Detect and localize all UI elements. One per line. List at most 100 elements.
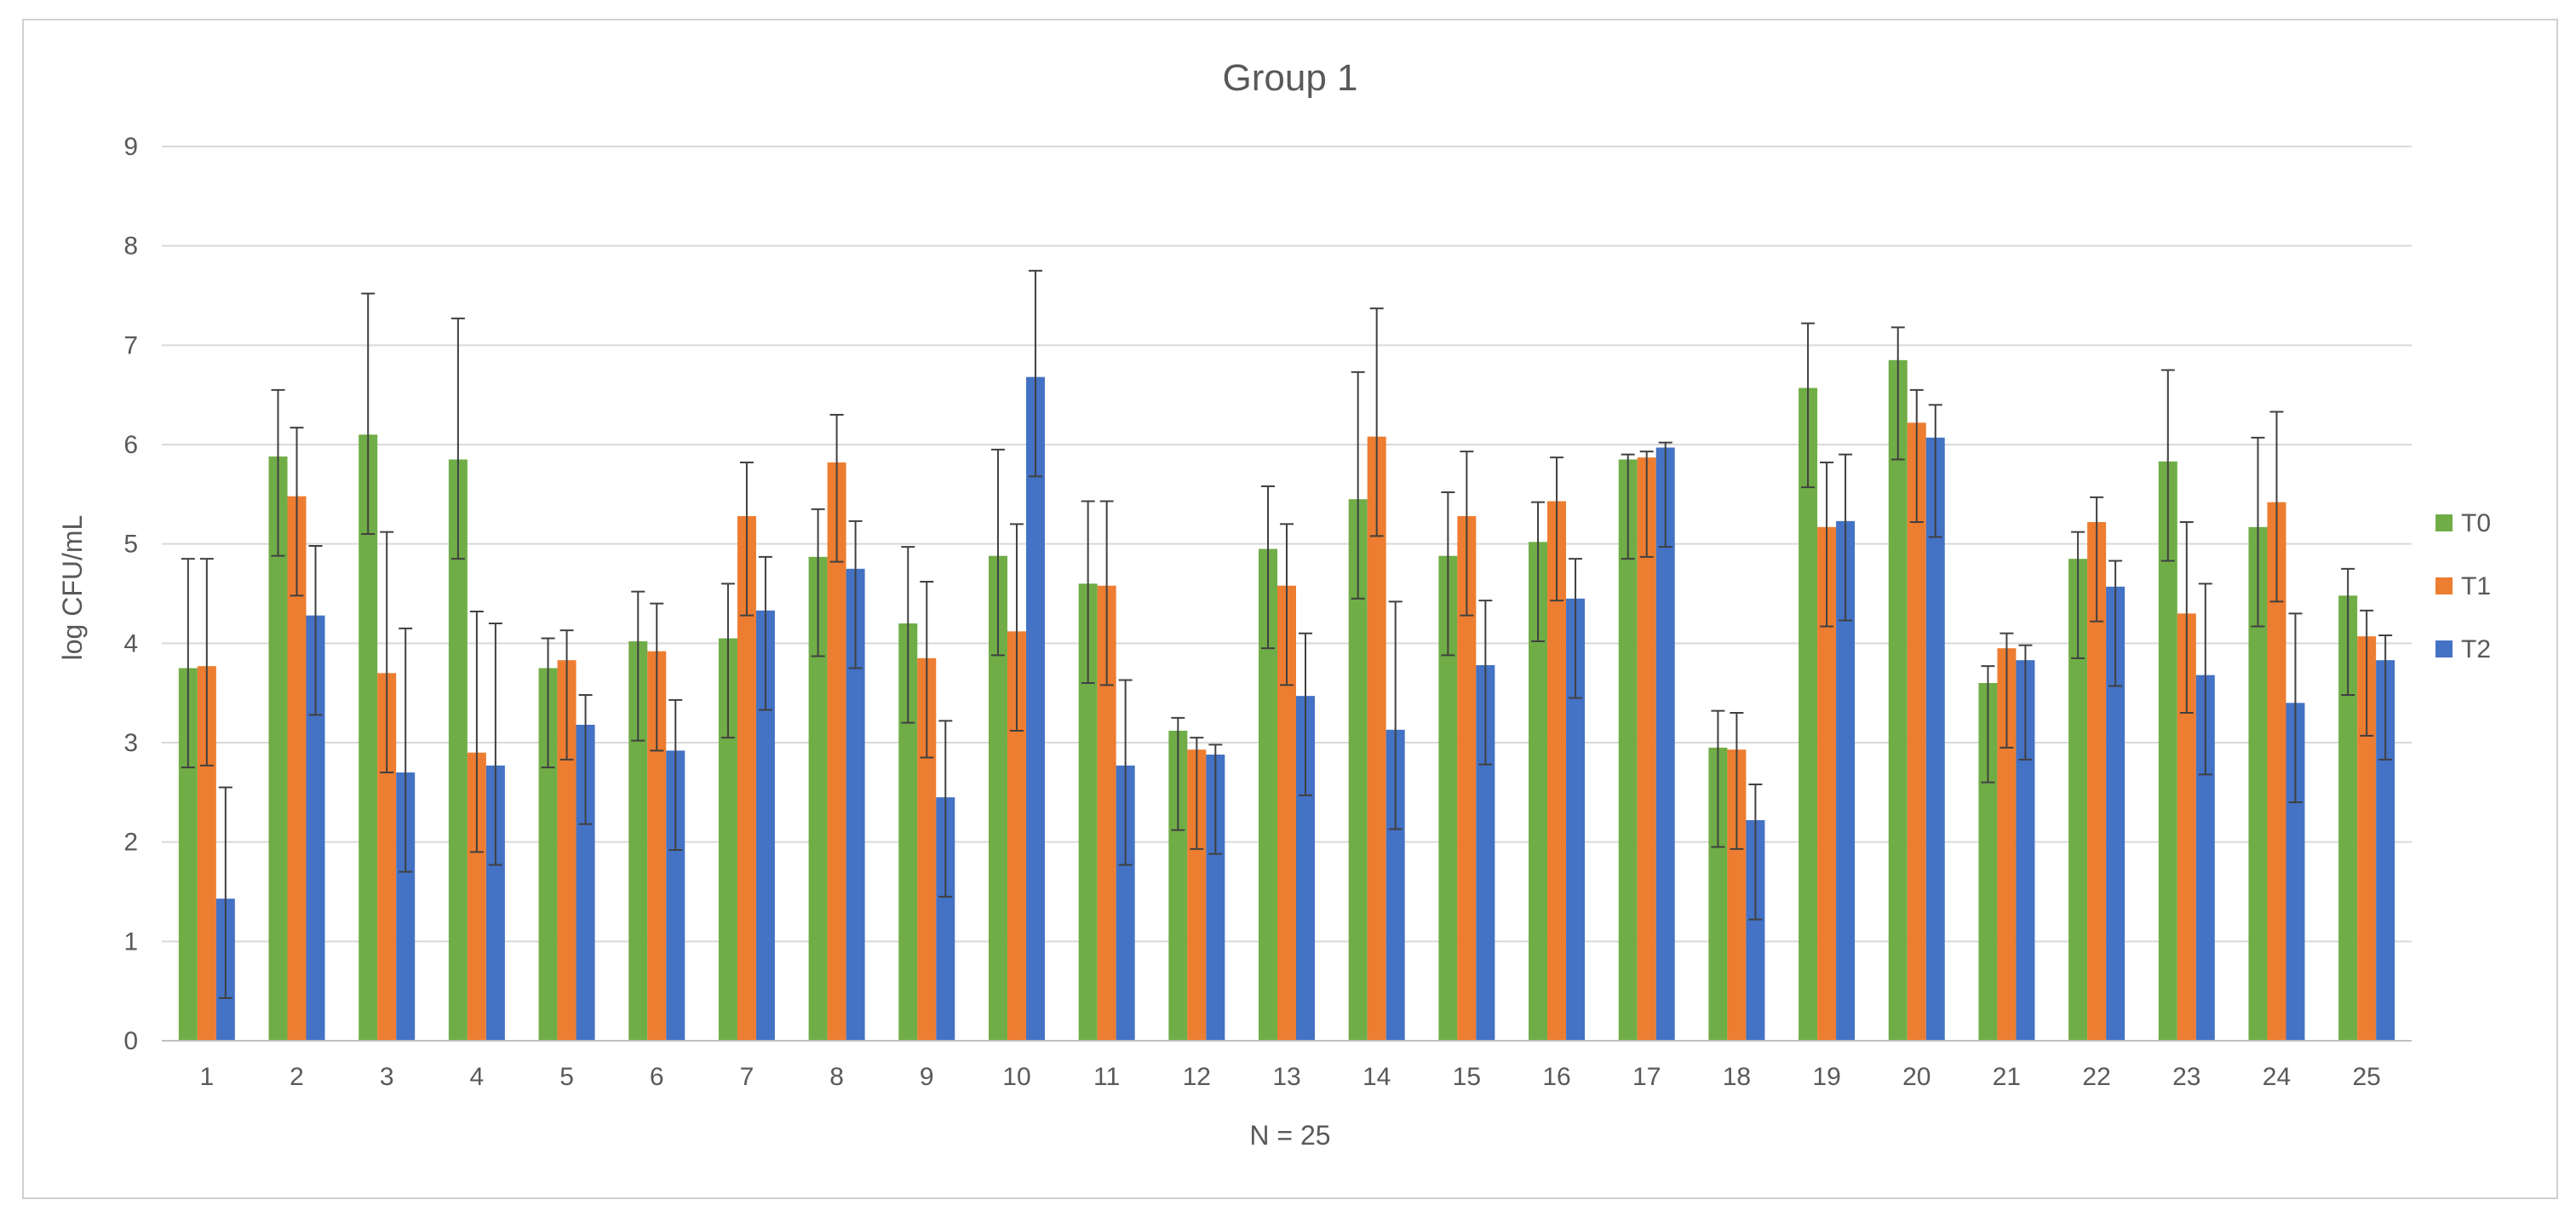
y-tick-label: 0 [123,1027,138,1055]
x-tick-label: 4 [470,1063,485,1091]
y-tick-label: 6 [123,431,138,459]
y-axis-ticks: 0 1 2 3 4 5 6 7 8 9 [123,133,138,1055]
error-bar-T2-22 [2108,560,2123,687]
y-axis-label: log CFU/mL [57,515,88,661]
bar-T0-11 [1078,583,1098,1041]
bar-T1-11 [1097,585,1116,1041]
bar-T2-21 [2016,660,2035,1041]
error-bar-T0-11 [1081,500,1095,684]
bar-T2-24 [2286,703,2305,1041]
x-tick-label: 18 [1723,1063,1751,1091]
bar-T0-12 [1168,731,1188,1041]
bar-T2-25 [2376,660,2395,1041]
x-tick-label: 15 [1453,1063,1481,1091]
bar-T1-2 [287,496,307,1041]
error-bar-T2-19 [1839,453,1853,622]
y-tick-label: 2 [123,829,138,857]
bar-T0-1 [178,668,198,1041]
bar-T0-8 [808,556,828,1041]
error-bar-T1-8 [829,414,844,563]
bar-T2-15 [1476,665,1495,1041]
error-bar-T0-9 [901,546,915,724]
error-bar-T0-6 [631,590,645,742]
bar-T1-18 [1727,749,1747,1041]
bar-T1-13 [1277,585,1296,1041]
bar-T1-16 [1547,501,1567,1041]
bar-T2-11 [1116,765,1135,1041]
x-tick-label: 14 [1363,1063,1391,1091]
y-tick-label: 5 [123,531,138,559]
x-tick-label: 9 [920,1063,934,1091]
x-tick-label: 8 [829,1063,844,1091]
bar-T2-17 [1655,447,1675,1041]
bar-T1-15 [1457,516,1477,1041]
error-bar-T1-2 [290,427,304,597]
error-bar-T1-5 [559,629,574,761]
bar-T0-25 [2338,595,2358,1041]
error-bar-T1-13 [1280,523,1294,686]
x-tick-label: 5 [559,1063,574,1091]
bar-T1-19 [1817,526,1837,1041]
error-bar-T0-21 [1981,665,1995,784]
bar-T0-14 [1348,499,1368,1041]
error-bar-T0-10 [990,448,1005,657]
error-bar-T2-14 [1388,600,1403,830]
error-bar-T2-13 [1299,632,1312,796]
error-bar-T0-15 [1441,491,1455,657]
bar-T1-6 [647,651,667,1041]
error-bar-T1-25 [2360,609,2374,737]
error-bar-T1-4 [469,611,484,853]
error-bar-T1-7 [739,462,754,617]
legend-swatch-T0 [2435,514,2453,531]
error-bar-T1-12 [1190,737,1204,850]
bars [178,359,2395,1042]
legend-swatch-T2 [2435,640,2453,657]
bar-T0-16 [1529,542,1548,1041]
error-bar-T1-10 [1009,523,1024,732]
error-bar-T1-19 [1820,462,1834,628]
error-bar-T0-3 [361,292,376,535]
y-tick-label: 7 [123,331,138,359]
error-bar-T1-6 [650,602,664,752]
bar-T2-13 [1296,696,1315,1041]
error-bar-T0-5 [541,637,555,769]
bar-T1-23 [2177,613,2196,1041]
error-bar-T0-12 [1171,716,1185,831]
bar-T2-8 [846,568,865,1041]
error-bar-T2-16 [1569,558,1583,699]
error-bar-T0-19 [1801,322,1816,489]
error-bar-T1-17 [1639,451,1654,558]
bar-T1-24 [2267,502,2286,1041]
bar-T2-18 [1746,820,1765,1041]
bar-T2-23 [2195,675,2215,1041]
error-bar-T2-21 [2018,644,2033,761]
bar-T0-3 [359,434,378,1041]
bar-T1-14 [1367,436,1386,1041]
bar-T2-3 [396,772,416,1041]
error-bar-T2-8 [848,520,863,669]
bar-T2-2 [306,615,325,1041]
error-bar-T1-21 [1999,632,2014,749]
error-bar-T2-1 [218,786,232,999]
error-bar-T0-7 [720,583,735,739]
bar-T1-12 [1187,749,1207,1041]
bar-T1-25 [2357,636,2377,1041]
bar-T0-24 [2248,526,2268,1041]
bar-T0-13 [1259,548,1277,1041]
error-bar-T2-23 [2198,583,2212,776]
error-bar-T2-3 [399,627,413,873]
error-bar-T1-24 [2269,411,2284,603]
y-tick-label: 1 [123,927,138,956]
error-bar-T0-18 [1711,709,1725,848]
error-bar-T0-2 [271,388,285,557]
error-bar-T0-24 [2251,436,2265,628]
error-bar-T2-2 [308,545,323,716]
bar-T1-17 [1637,457,1656,1041]
x-tick-label: 23 [2172,1063,2200,1091]
x-tick-label: 12 [1183,1063,1211,1091]
bar-T2-4 [485,765,505,1041]
x-tick-label: 6 [650,1063,664,1091]
bar-T2-14 [1386,729,1405,1041]
bar-T1-4 [467,752,486,1041]
